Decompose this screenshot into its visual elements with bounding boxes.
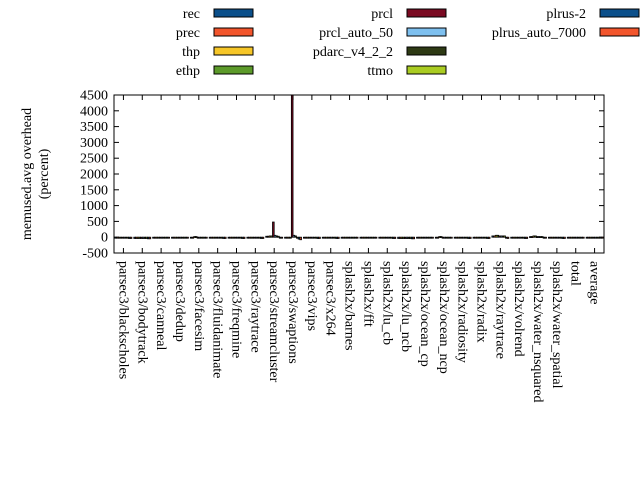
y-tick-label: 1000 <box>80 199 108 214</box>
x-tick-label: parsec3/fluidanimate <box>210 261 225 378</box>
bar-plrus_auto_7000 <box>563 236 566 239</box>
bar-plrus_auto_7000 <box>431 236 434 239</box>
legend-swatch <box>599 8 640 18</box>
y-axis-label-line1: memused.avg overhead <box>20 108 35 240</box>
x-tick-label: parsec3/freqmine <box>229 261 244 358</box>
legend-label: prec <box>176 26 200 41</box>
x-tick-label: average <box>587 261 602 305</box>
legend-swatch <box>213 27 254 37</box>
y-tick-label: -500 <box>82 247 108 262</box>
x-tick-label: parsec3/swaptions <box>285 261 300 364</box>
bar-plrus_auto_7000 <box>186 236 189 239</box>
x-axis: parsec3/blackscholes parsec3/bodytrack par… <box>115 95 602 403</box>
legend-label: rec <box>183 7 200 22</box>
bar-plrus_auto_7000 <box>129 236 133 239</box>
x-tick-label: splash2x/ocean_cp <box>417 261 432 367</box>
legend-label: thp <box>182 45 200 60</box>
x-tick-label: parsec3/raytrace <box>247 261 262 353</box>
x-tick-label: parsec3/dedup <box>172 261 187 342</box>
y-axis-label-line2: (percent) <box>37 148 52 199</box>
x-tick-label: splash2x/raytrace <box>492 261 507 359</box>
y-tick-label: 500 <box>87 215 108 230</box>
bar-plrus_auto_7000 <box>318 236 321 239</box>
y-tick-label: 2000 <box>80 168 108 183</box>
x-tick-label: splash2x/barnes <box>342 261 357 350</box>
legend-swatch <box>213 46 254 56</box>
x-tick-label: splash2x/water_spatial <box>549 261 564 389</box>
legend-label: prcl_auto_50 <box>319 26 393 41</box>
y-tick-label: 4000 <box>80 104 108 119</box>
x-tick-label: parsec3/x264 <box>323 261 338 336</box>
bar-plrus_auto_7000 <box>374 236 378 239</box>
x-tick-label: parsec3/vips <box>304 261 319 331</box>
bar-plrus_auto_7000 <box>242 236 246 239</box>
x-tick-label: parsec3/blackscholes <box>115 261 130 379</box>
legend-swatch <box>406 27 447 37</box>
legend-swatch <box>406 46 447 56</box>
bar-plrus_auto_7000 <box>167 236 170 239</box>
y-tick-label: 4500 <box>80 89 108 104</box>
bar-plrus_auto_7000 <box>224 236 227 239</box>
legend-swatch <box>599 27 640 37</box>
bar-plrus_auto_7000 <box>506 236 510 239</box>
bar-prcl <box>290 94 294 238</box>
bar-ethp <box>289 236 292 239</box>
bar-ttmo <box>277 235 280 238</box>
legend-swatch <box>406 65 447 75</box>
bar-plrus_auto_7000 <box>600 236 604 239</box>
legend-swatch <box>213 8 254 18</box>
bar-ttmo <box>503 235 506 238</box>
x-tick-label: splash2x/lu_ncb <box>398 261 413 352</box>
x-tick-label: splash2x/radix <box>474 261 489 343</box>
legend-label: prcl <box>371 7 393 22</box>
legend-label: ethp <box>176 64 200 79</box>
x-tick-label: parsec3/streamcluster <box>266 261 281 383</box>
x-tick-label: splash2x/fft <box>360 261 375 327</box>
bar-plrus_auto_7000 <box>487 236 491 239</box>
bar-plrus_auto_7000 <box>280 236 284 239</box>
y-tick-label: 3500 <box>80 120 108 135</box>
bar-plrus_auto_7000 <box>337 236 340 239</box>
legend-label: ttmo <box>367 64 393 79</box>
x-tick-label: splash2x/volrend <box>511 261 526 357</box>
bar-plrus_auto_7000 <box>525 236 529 239</box>
x-tick-label: parsec3/bodytrack <box>134 261 149 364</box>
bar-plrus_auto_7000 <box>148 236 152 240</box>
x-tick-label: splash2x/radiosity <box>455 261 470 363</box>
legend-label: pdarc_v4_2_2 <box>313 45 393 60</box>
bars <box>114 94 604 241</box>
y-tick-label: 2500 <box>80 152 108 167</box>
legend: rec prec thp ethp prcl prcl_auto_50 pdarc_v4_2… <box>176 7 640 79</box>
x-tick-label: splash2x/water_nsquared <box>530 261 545 403</box>
bar-plrus_auto_7000 <box>450 236 453 239</box>
x-tick-label: parsec3/canneal <box>153 261 168 350</box>
y-tick-label: 3000 <box>80 136 108 151</box>
x-tick-label: splash2x/ocean_ncp <box>436 261 451 374</box>
bar-plrus_auto_7000 <box>261 236 265 239</box>
bar-prcl <box>272 221 275 238</box>
legend-swatch <box>213 65 254 75</box>
bar-plrus_auto_7000 <box>355 236 359 239</box>
legend-label: plrus_auto_7000 <box>492 26 586 41</box>
legend-swatch <box>406 8 447 18</box>
bar-plrus_auto_7000 <box>469 236 472 239</box>
y-tick-label: 0 <box>101 231 108 246</box>
bar-plrus_auto_7000 <box>299 236 302 241</box>
y-tick-label: 1500 <box>80 183 108 198</box>
x-tick-label: parsec3/facesim <box>191 261 206 351</box>
x-tick-label: splash2x/lu_cb <box>379 261 394 345</box>
bar-plrus_auto_7000 <box>205 236 208 239</box>
plot-frame <box>113 94 605 254</box>
x-tick-label: total <box>568 261 583 286</box>
bar-plrus_auto_7000 <box>393 236 397 239</box>
bar-plrus_auto_7000 <box>544 236 547 239</box>
bar-plrus_auto_7000 <box>412 236 415 240</box>
bar-pdarc_v4_2_2 <box>294 235 297 238</box>
legend-label: plrus-2 <box>546 7 586 22</box>
bar-plrus_auto_7000 <box>582 236 585 239</box>
